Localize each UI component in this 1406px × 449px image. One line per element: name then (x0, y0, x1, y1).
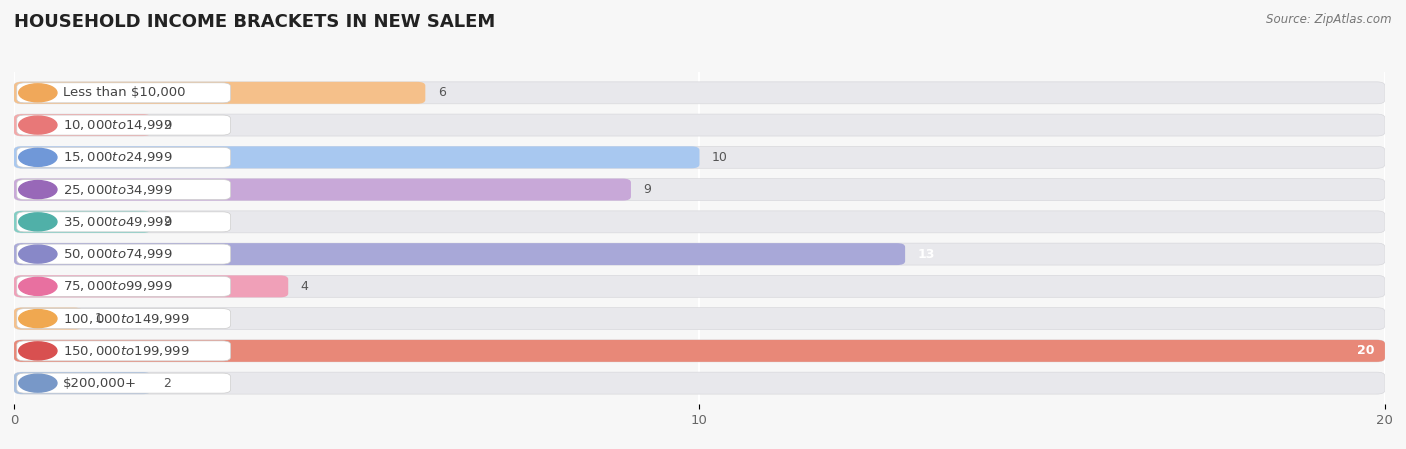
FancyBboxPatch shape (14, 243, 1385, 265)
FancyBboxPatch shape (17, 308, 231, 329)
FancyBboxPatch shape (14, 308, 1385, 330)
FancyBboxPatch shape (17, 212, 231, 232)
FancyBboxPatch shape (17, 276, 231, 296)
Text: $100,000 to $149,999: $100,000 to $149,999 (63, 312, 190, 326)
FancyBboxPatch shape (14, 146, 1385, 168)
FancyBboxPatch shape (14, 275, 288, 297)
Text: $50,000 to $74,999: $50,000 to $74,999 (63, 247, 173, 261)
Circle shape (18, 245, 58, 263)
Text: $150,000 to $199,999: $150,000 to $199,999 (63, 344, 190, 358)
FancyBboxPatch shape (14, 275, 1385, 297)
FancyBboxPatch shape (14, 340, 1385, 362)
Circle shape (18, 374, 58, 392)
FancyBboxPatch shape (17, 83, 231, 103)
Text: $75,000 to $99,999: $75,000 to $99,999 (63, 279, 173, 293)
Circle shape (18, 148, 58, 166)
Text: $15,000 to $24,999: $15,000 to $24,999 (63, 150, 173, 164)
Text: $25,000 to $34,999: $25,000 to $34,999 (63, 183, 173, 197)
Text: 4: 4 (301, 280, 308, 293)
FancyBboxPatch shape (14, 146, 700, 168)
FancyBboxPatch shape (14, 372, 1385, 394)
Circle shape (18, 84, 58, 102)
FancyBboxPatch shape (14, 114, 1385, 136)
FancyBboxPatch shape (17, 180, 231, 200)
Text: Source: ZipAtlas.com: Source: ZipAtlas.com (1267, 13, 1392, 26)
Text: 10: 10 (711, 151, 728, 164)
Text: 1: 1 (96, 312, 103, 325)
Text: $10,000 to $14,999: $10,000 to $14,999 (63, 118, 173, 132)
Text: 2: 2 (163, 119, 172, 132)
Text: HOUSEHOLD INCOME BRACKETS IN NEW SALEM: HOUSEHOLD INCOME BRACKETS IN NEW SALEM (14, 13, 495, 31)
FancyBboxPatch shape (14, 372, 152, 394)
FancyBboxPatch shape (14, 308, 83, 330)
Text: 9: 9 (644, 183, 651, 196)
Circle shape (18, 180, 58, 198)
Circle shape (18, 116, 58, 134)
FancyBboxPatch shape (14, 211, 152, 233)
Circle shape (18, 310, 58, 328)
Text: $35,000 to $49,999: $35,000 to $49,999 (63, 215, 173, 229)
Circle shape (18, 277, 58, 295)
Text: Less than $10,000: Less than $10,000 (63, 86, 186, 99)
FancyBboxPatch shape (14, 243, 905, 265)
Circle shape (18, 342, 58, 360)
FancyBboxPatch shape (14, 82, 1385, 104)
FancyBboxPatch shape (17, 115, 231, 135)
FancyBboxPatch shape (14, 340, 1385, 362)
Text: 13: 13 (918, 247, 935, 260)
FancyBboxPatch shape (14, 179, 1385, 201)
Text: 20: 20 (1357, 344, 1375, 357)
FancyBboxPatch shape (17, 147, 231, 167)
Text: 2: 2 (163, 216, 172, 229)
Text: 6: 6 (437, 86, 446, 99)
Text: 2: 2 (163, 377, 172, 390)
FancyBboxPatch shape (17, 341, 231, 361)
FancyBboxPatch shape (14, 82, 425, 104)
Circle shape (18, 213, 58, 231)
FancyBboxPatch shape (17, 373, 231, 393)
FancyBboxPatch shape (14, 114, 152, 136)
Text: $200,000+: $200,000+ (63, 377, 136, 390)
FancyBboxPatch shape (14, 179, 631, 201)
FancyBboxPatch shape (14, 211, 1385, 233)
FancyBboxPatch shape (17, 244, 231, 264)
